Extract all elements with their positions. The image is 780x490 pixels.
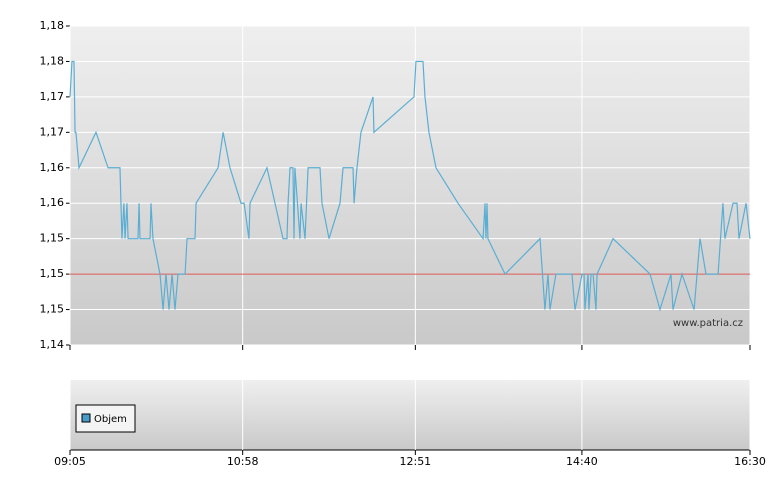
plot-area xyxy=(70,26,750,345)
y-tick-label: 1,18 xyxy=(40,19,65,32)
x-tick-label: 10:58 xyxy=(227,455,259,468)
y-tick-label: 1,17 xyxy=(40,90,65,103)
y-tick-label: 1,15 xyxy=(40,267,65,280)
x-tick-label: 09:05 xyxy=(54,455,86,468)
y-tick-label: 1,15 xyxy=(40,232,65,245)
x-tick-label: 14:40 xyxy=(566,455,598,468)
x-tick-label: 16:30 xyxy=(734,455,766,468)
y-tick-label: 1,16 xyxy=(40,196,65,209)
price-line xyxy=(69,60,751,312)
legend-swatch xyxy=(81,413,91,423)
y-tick-label: 1,17 xyxy=(40,125,65,138)
watermark: www.patria.cz xyxy=(673,318,743,329)
y-tick-label: 1,14 xyxy=(40,338,65,351)
y-tick-label: 1,16 xyxy=(40,161,65,174)
y-tick-label: 1,18 xyxy=(40,54,65,67)
volume-area xyxy=(70,380,750,450)
x-tick-label: 12:51 xyxy=(399,455,431,468)
legend-label: Objem xyxy=(94,414,127,425)
y-tick-label: 1,15 xyxy=(40,303,65,316)
